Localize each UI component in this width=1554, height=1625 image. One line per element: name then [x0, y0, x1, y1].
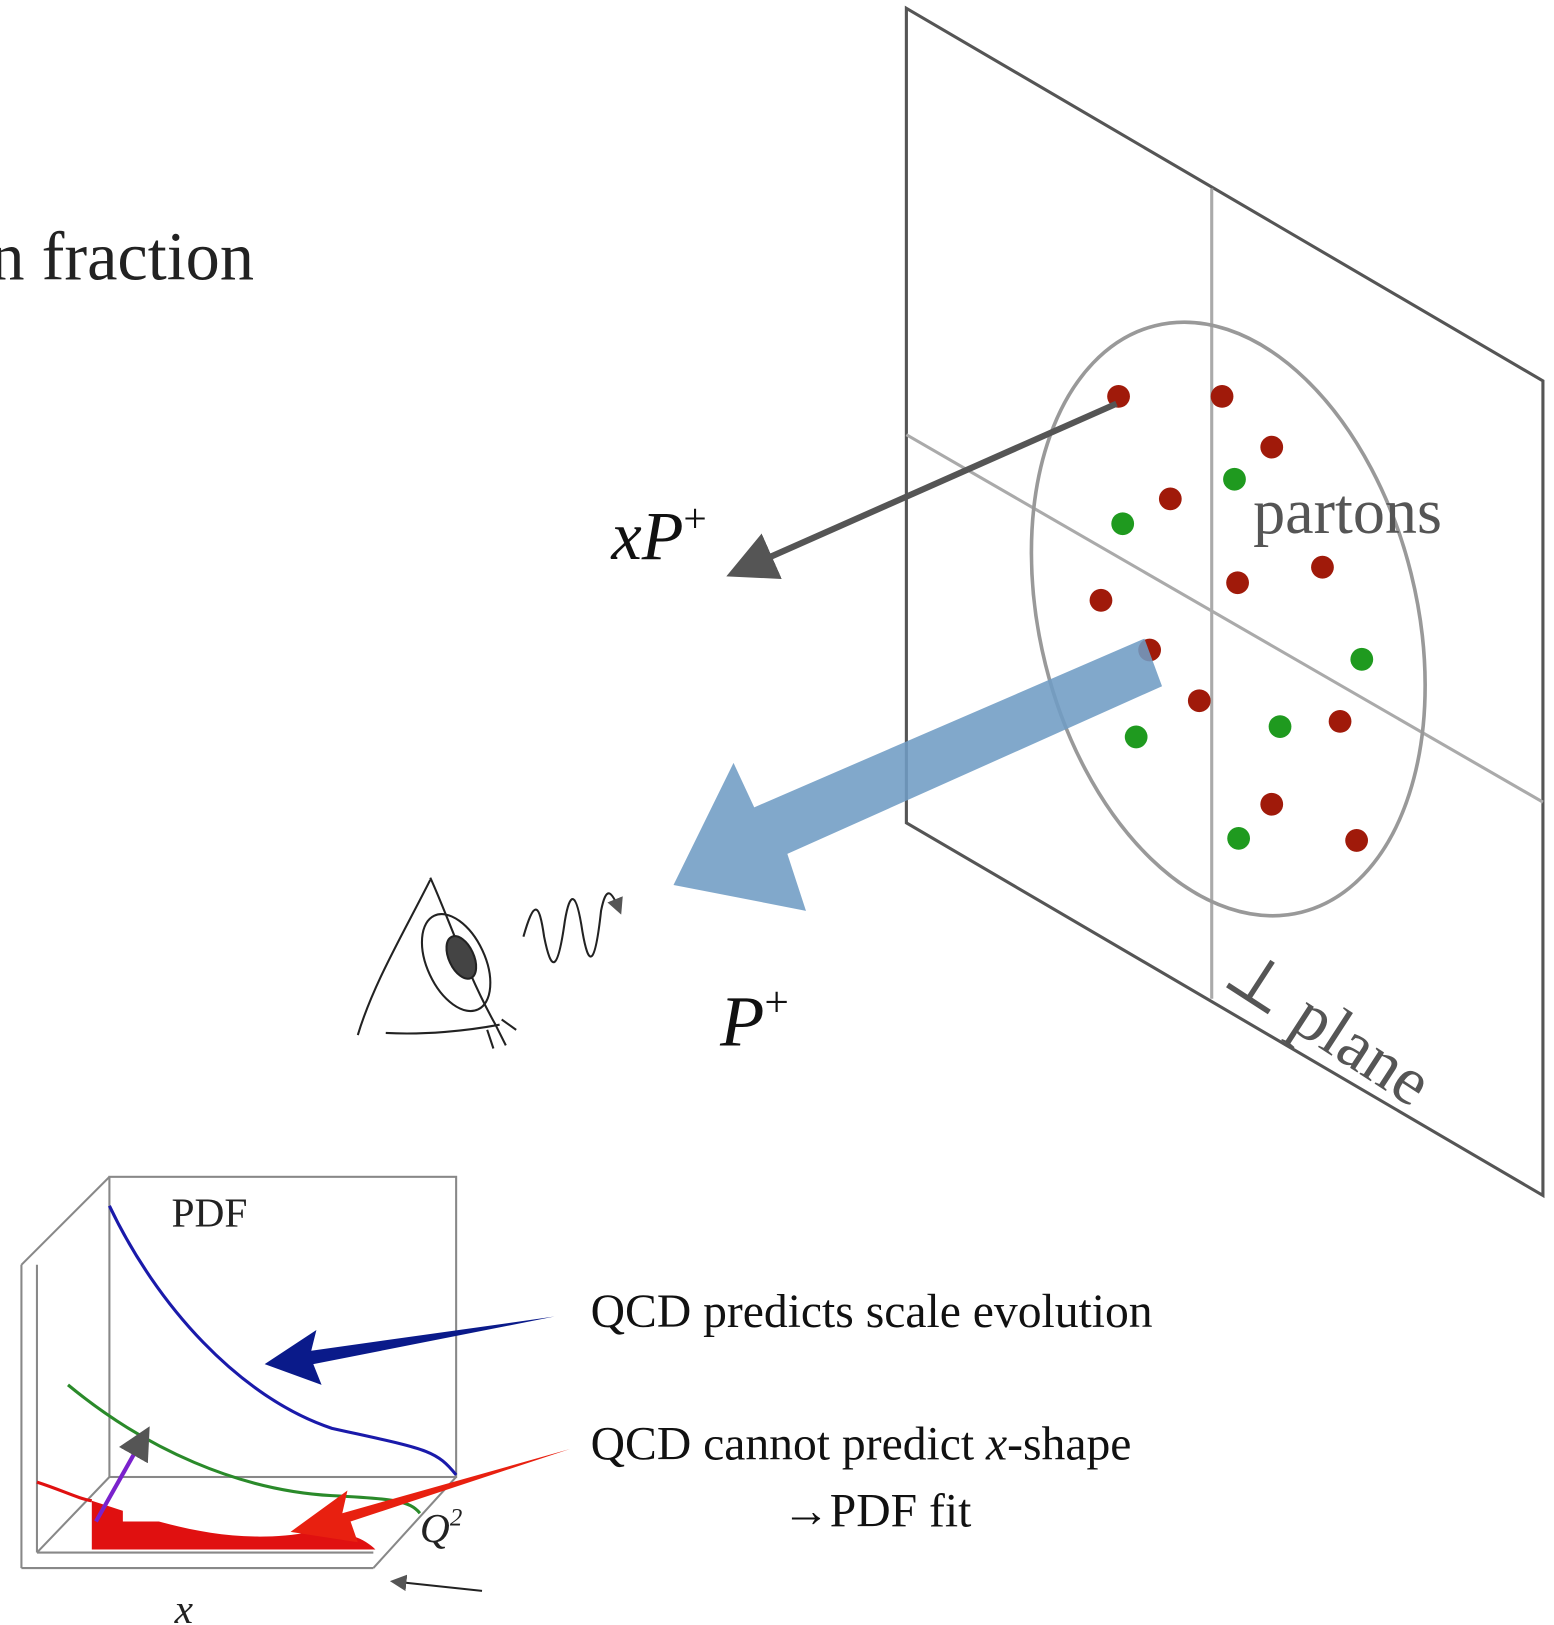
pdf-low — [37, 1482, 92, 1501]
top-text: n fraction — [0, 218, 254, 294]
note-evolution: QCD predicts scale evolution — [591, 1286, 1153, 1338]
inset-title: PDF — [172, 1190, 248, 1236]
proton-label: P+ — [719, 978, 789, 1061]
q-axis: Q2 — [420, 1505, 462, 1552]
partons-label: partons — [1253, 476, 1442, 547]
note-fit: →PDF fit — [782, 1486, 971, 1538]
note-shape: QCD cannot predict x-shape — [591, 1418, 1132, 1470]
x-axis: x — [174, 1586, 194, 1625]
eye — [358, 878, 620, 1049]
plane-label: ⊥ plane — [1212, 932, 1446, 1121]
blue-arrow — [265, 1317, 555, 1385]
partons — [1090, 385, 1374, 852]
q-arrow — [394, 1582, 482, 1591]
pdf-mid — [68, 1385, 420, 1513]
momentum-label: xP+ — [610, 495, 706, 574]
parton-arrow — [738, 404, 1117, 572]
diagram: n fraction partons ⊥ plane xP+ P+ — [0, 0, 1554, 1625]
transverse-plane — [906, 8, 1543, 1195]
mask — [123, 1482, 239, 1521]
